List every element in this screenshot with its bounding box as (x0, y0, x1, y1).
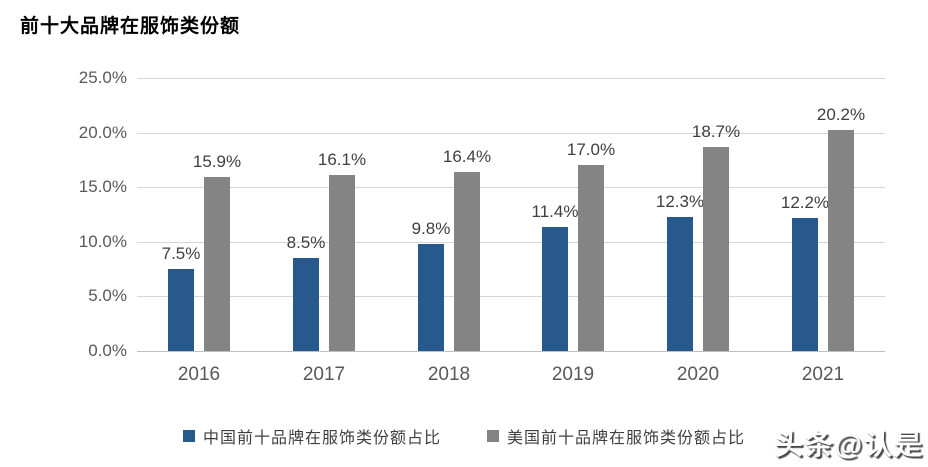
data-label-series2-2017: 16.1% (317, 150, 367, 169)
bar-series2-2017 (329, 175, 355, 351)
bar-series2-2020 (703, 147, 729, 351)
gridline-5.0% (137, 296, 885, 297)
y-axis-tick-10.0%: 10.0% (78, 232, 127, 251)
legend-item-series1: 中国前十品牌在服饰类份额占比 (182, 424, 441, 448)
data-label-series1-2020: 12.3% (655, 192, 705, 211)
y-axis-tick-20.0%: 20.0% (78, 123, 127, 142)
legend-item-series2: 美国前十品牌在服饰类份额占比 (487, 424, 745, 448)
gridline-10.0% (137, 242, 885, 243)
data-label-series2-2020: 18.7% (691, 122, 741, 141)
x-axis-tick-2017: 2017 (302, 364, 346, 385)
data-label-series1-2017: 8.5% (286, 233, 326, 252)
bar-series2-2021 (828, 130, 854, 351)
data-label-series2-2021: 20.2% (816, 105, 866, 124)
gridline-15.0% (137, 187, 885, 188)
data-label-series1-2016: 7.5% (161, 244, 201, 263)
legend-label: 美国前十品牌在服饰类份额占比 (507, 430, 746, 447)
x-axis-tick-2019: 2019 (551, 364, 595, 385)
gridline-25.0% (137, 78, 885, 79)
y-axis-tick-25.0%: 25.0% (78, 68, 127, 87)
y-axis-tick-5.0%: 5.0% (88, 286, 127, 305)
bar-series2-2016 (204, 177, 230, 351)
gridline-20.0% (137, 133, 885, 134)
data-label-series2-2018: 16.4% (442, 147, 492, 166)
bar-series1-2016 (168, 269, 194, 351)
legend-swatch-icon (182, 430, 195, 442)
x-axis-line (137, 351, 885, 352)
bar-series1-2020 (667, 217, 693, 351)
chart-legend: 中国前十品牌在服饰类份额占比 美国前十品牌在服饰类份额占比 (0, 424, 928, 448)
bar-series1-2021 (792, 218, 818, 351)
bar-series1-2018 (418, 244, 444, 351)
legend-swatch-icon (487, 430, 499, 442)
legend-label: 中国前十品牌在服饰类份额占比 (202, 430, 441, 447)
y-axis-tick-0.0%: 0.0% (88, 341, 127, 360)
x-axis-tick-2021: 2021 (801, 364, 845, 385)
data-label-series1-2018: 9.8% (411, 219, 451, 238)
bar-series1-2019 (542, 227, 568, 351)
watermark: 头条@认是 (774, 429, 924, 460)
bar-series2-2018 (454, 172, 480, 351)
y-axis-tick-15.0%: 15.0% (78, 177, 127, 196)
x-axis-tick-2018: 2018 (427, 364, 471, 385)
bar-series1-2017 (293, 258, 319, 351)
x-axis-tick-2016: 2016 (177, 364, 221, 385)
x-axis-tick-2020: 2020 (676, 364, 720, 385)
data-label-series1-2019: 11.4% (531, 202, 579, 221)
chart-title: 前十大品牌在服饰类份额 (20, 16, 241, 37)
data-label-series1-2021: 12.2% (780, 193, 830, 212)
data-label-series2-2019: 17.0% (566, 140, 616, 159)
bar-series2-2019 (578, 165, 604, 351)
data-label-series2-2016: 15.9% (192, 152, 242, 171)
